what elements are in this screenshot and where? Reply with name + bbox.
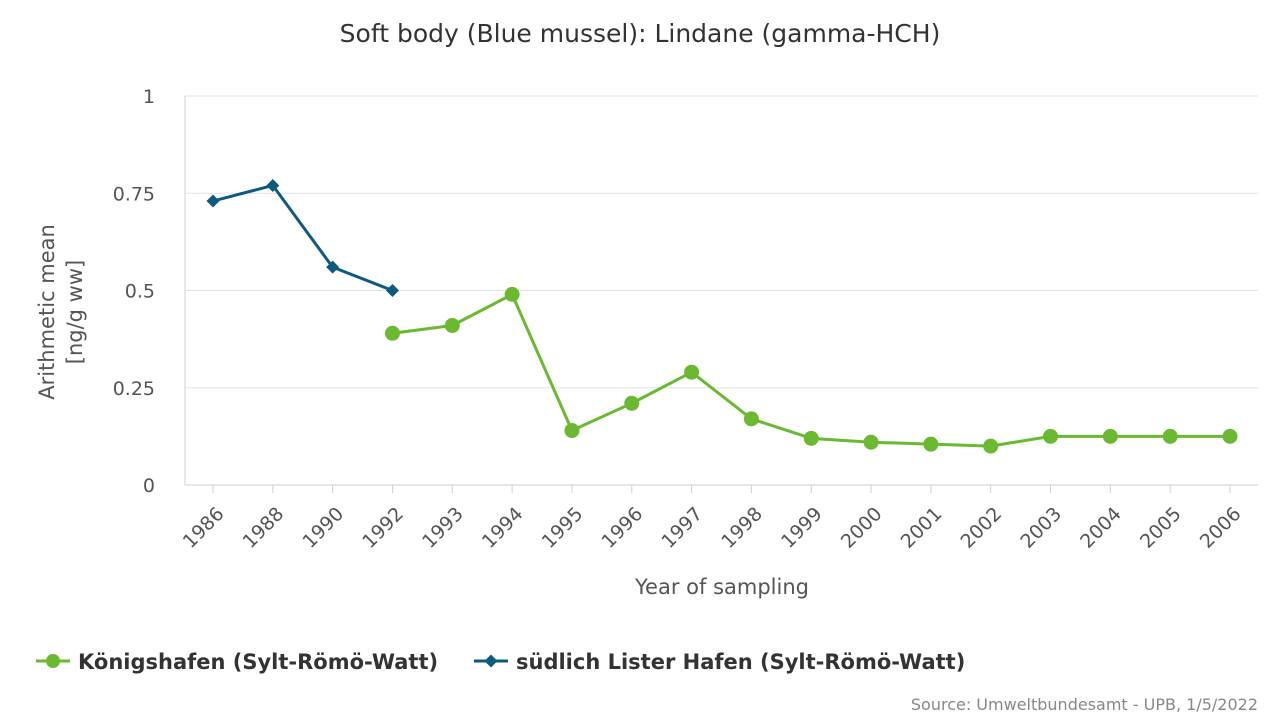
data-point[interactable] [743,411,759,427]
data-point[interactable] [684,364,700,380]
y-tick-label: 0.75 [113,183,155,205]
x-tick-label: 1994 [478,503,528,553]
x-tick-label: 1988 [239,503,289,553]
legend-item-0[interactable]: Königshafen (Sylt-Römö-Watt) [36,650,438,674]
data-point[interactable] [206,194,220,208]
x-tick-label: 1995 [538,503,588,553]
y-axis-title-line2: [ng/g ww] [63,260,87,364]
x-tick-label: 2002 [956,503,1006,553]
legend-marker [46,654,60,668]
y-tick-label: 0.5 [125,281,155,303]
data-point[interactable] [326,260,340,274]
data-point[interactable] [863,434,879,450]
x-tick-label: 2000 [837,503,887,553]
x-tick-label: 1998 [717,503,767,553]
data-point[interactable] [385,284,399,297]
chart-title: Soft body (Blue mussel): Lindane (gamma-… [340,19,941,48]
data-point[interactable] [504,286,520,302]
x-axis-title: Year of sampling [634,575,809,599]
series [206,178,1238,454]
legend-marker [484,654,498,668]
source-note: Source: Umweltbundesamt - UPB, 1/5/2022 [911,695,1258,714]
x-tick-label: 2004 [1076,503,1126,553]
grid [184,95,1258,486]
x-tick-label: 1997 [657,503,707,553]
x-tick-label: 1999 [777,503,827,553]
y-tick-label: 0 [143,475,155,497]
data-point[interactable] [1043,428,1059,444]
data-point[interactable] [444,318,460,334]
legend-label: südlich Lister Hafen (Sylt-Römö-Watt) [516,650,965,674]
data-point[interactable] [923,436,939,452]
x-tick-label: 1986 [179,503,229,553]
series-line [392,292,1230,448]
data-point[interactable] [983,438,999,454]
data-point[interactable] [1162,428,1178,444]
x-tick-label: 2006 [1196,503,1246,553]
data-point[interactable] [384,325,400,341]
series-1 [206,178,399,297]
x-tick-label: 1992 [358,503,408,553]
x-tick-label: 1996 [598,503,648,553]
y-axis-ticks: 0 0.25 0.5 0.75 1 [113,86,155,497]
legend-item-1[interactable]: südlich Lister Hafen (Sylt-Römö-Watt) [474,650,965,674]
data-point[interactable] [1222,428,1238,444]
series-0 [384,286,1238,454]
y-axis-title-line1: Arithmetic mean [35,224,59,400]
data-point[interactable] [1102,428,1118,444]
x-tick-label: 1990 [298,503,348,553]
x-axis-ticks: 1986 1988 1990 1992 1993 1994 1995 1996 1997 1998… [179,485,1246,553]
y-tick-label: 1 [143,86,155,108]
y-axis-title: Arithmetic mean [ng/g ww] [35,224,87,400]
legend[interactable]: Königshafen (Sylt-Römö-Watt) südlich List… [36,650,965,674]
x-tick-label: 2005 [1136,503,1186,553]
data-point[interactable] [803,430,819,446]
data-point[interactable] [624,395,640,411]
data-point[interactable] [564,423,580,439]
y-tick-label: 0.25 [113,378,155,400]
x-tick-label: 2003 [1016,503,1066,553]
data-point[interactable] [266,178,280,192]
legend-label: Königshafen (Sylt-Römö-Watt) [78,650,438,674]
series-line [212,183,394,292]
x-tick-label: 1993 [418,503,468,553]
x-tick-label: 2001 [897,503,947,553]
